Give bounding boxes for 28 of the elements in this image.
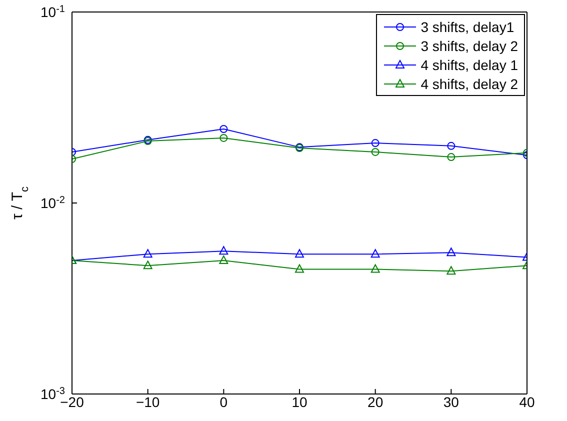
- point: [447, 153, 456, 162]
- point: [219, 255, 228, 264]
- legend-label: 3 shifts, delay 2: [420, 38, 518, 54]
- legend-label: 4 shifts, delay 2: [420, 76, 518, 92]
- x-tick-label: 20: [368, 394, 384, 410]
- point: [371, 139, 380, 148]
- point: [447, 142, 456, 150]
- point: [220, 125, 228, 134]
- point: [219, 246, 228, 255]
- point: [446, 248, 456, 256]
- x-tick-label: 40: [519, 394, 535, 410]
- y-tick-label: 10$^{-1}$: [40, 4, 66, 20]
- legend-label: 4 shifts, delay 1: [420, 56, 518, 72]
- point: [143, 249, 152, 258]
- x-tick-label: 30: [443, 394, 460, 410]
- x-tick-label: −10: [136, 394, 160, 410]
- point: [446, 266, 456, 275]
- point: [143, 260, 152, 270]
- point: [295, 249, 304, 258]
- y-tick-label: 10$^{-2}$: [40, 194, 66, 211]
- point: [370, 249, 380, 258]
- point: [371, 148, 380, 156]
- x-tick-label: 10: [292, 394, 308, 410]
- point: [295, 264, 304, 273]
- point: [370, 264, 380, 273]
- legend-label: 3 shifts, delay1: [420, 18, 514, 34]
- x-tick-label: 0: [220, 394, 228, 410]
- point: [220, 134, 228, 142]
